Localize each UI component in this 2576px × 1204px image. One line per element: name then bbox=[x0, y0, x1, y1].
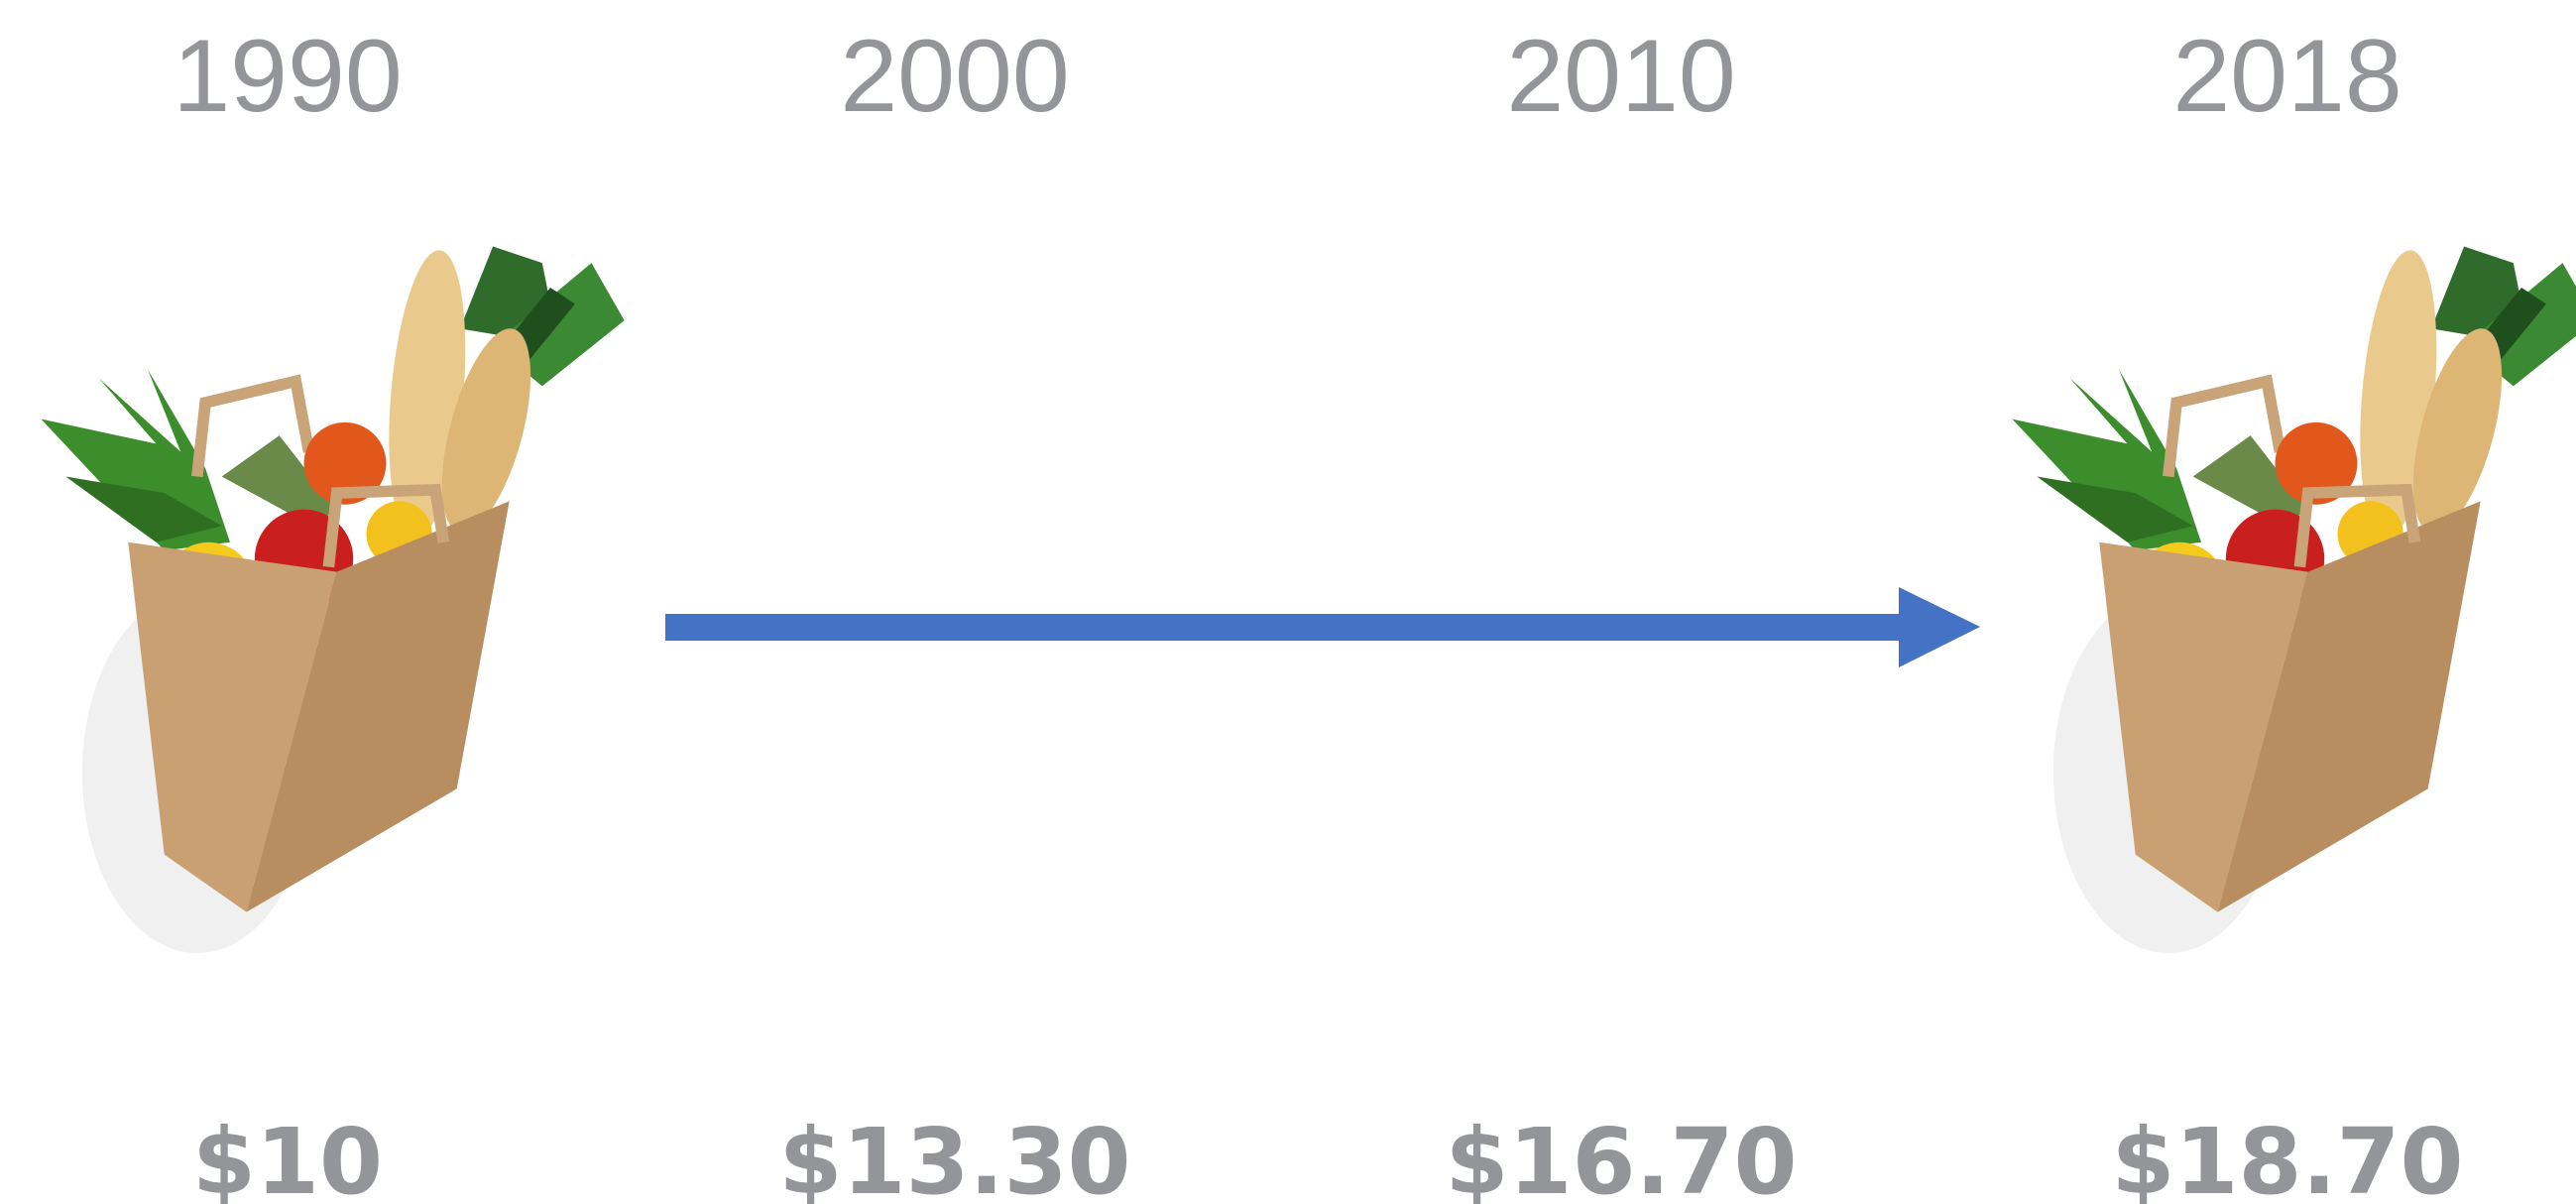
price-label: $13.30 bbox=[778, 1109, 1130, 1204]
price-label: $16.70 bbox=[1445, 1109, 1797, 1204]
grocery-bag-right bbox=[2012, 247, 2576, 954]
year-label: 2010 bbox=[1506, 19, 1735, 134]
arrow-head bbox=[1899, 587, 1980, 667]
price-label: $18.70 bbox=[2111, 1109, 2463, 1204]
arrow-shaft bbox=[665, 614, 1905, 641]
price-label: $10 bbox=[192, 1109, 383, 1204]
labels: 1990 $10 2000 $13.30 2010 $16.70 2018 $18.70 bbox=[173, 19, 2463, 1204]
year-label: 1990 bbox=[173, 19, 402, 134]
grocery-bag bbox=[2012, 247, 2576, 954]
grocery-bag bbox=[41, 247, 624, 954]
grocery-bag-left bbox=[41, 247, 624, 954]
year-label: 2018 bbox=[2172, 19, 2401, 134]
year-label: 2000 bbox=[840, 19, 1069, 134]
